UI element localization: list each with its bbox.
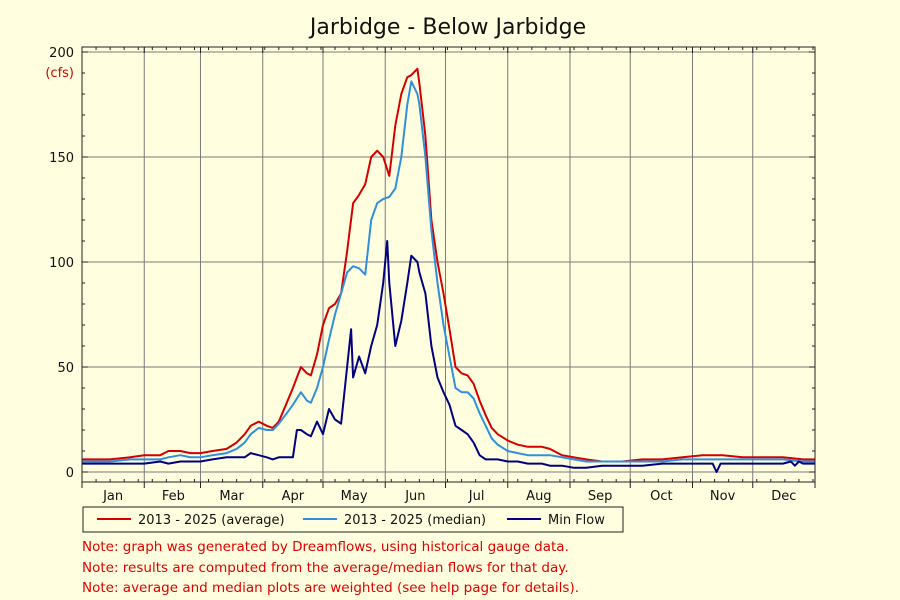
plot-frame [81,46,816,483]
y-tick-label: 150 [49,151,74,166]
legend-label-average: 2013 - 2025 (average) [138,513,285,528]
x-tick-label: Oct [650,489,672,504]
legend-label-median: 2013 - 2025 (median) [344,513,486,528]
notes: Note: graph was generated by Dreamflows,… [82,537,579,599]
x-tick-label: Sep [588,489,613,504]
legend-label-min-flow: Min Flow [548,513,605,528]
series-line-min-flow [82,240,815,473]
y-axis-unit-label: (cfs) [45,66,74,81]
x-tick-label: Dec [771,489,796,504]
series-line-average [82,67,815,463]
note-line: Note: results are computed from the aver… [82,559,569,576]
axis-ticks: 0 50 100 150 200 Jan Feb Mar Apr May Jun Jul Aug Sep O… [49,46,816,504]
series-lines [82,67,815,473]
x-tick-label: Apr [282,489,305,504]
y-tick-label: 100 [49,256,74,271]
x-tick-label: Jul [468,489,485,504]
note-line: Note: average and median plots are weigh… [82,580,580,596]
x-tick-label: Jun [404,489,425,504]
series-line-median [82,80,815,463]
legend: 2013 - 2025 (average) 2013 - 2025 (media… [82,506,624,533]
x-tick-label: Nov [710,489,736,504]
note-line: Note: graph was generated by Dreamflows,… [82,539,569,555]
x-tick-label: Aug [526,489,551,504]
x-tick-label: Jan [102,489,123,504]
chart-title: Jarbidge - Below Jarbidge [308,15,586,40]
y-tick-label: 0 [66,466,74,481]
y-tick-label: 50 [57,361,74,376]
plot-area [82,47,815,482]
x-tick-label: Feb [162,489,185,504]
x-tick-label: Mar [219,489,244,504]
y-tick-label: 200 [49,46,74,61]
x-tick-label: May [341,489,368,504]
